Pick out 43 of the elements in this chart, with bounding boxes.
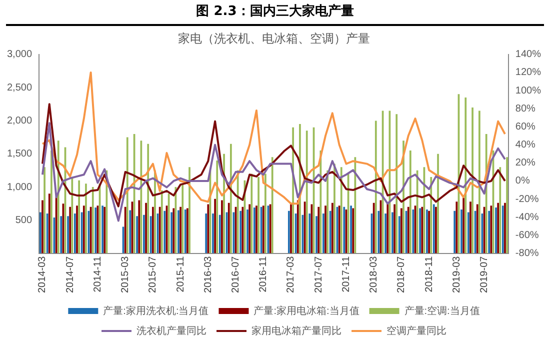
legend-label: 产量:空调:当月值 bbox=[404, 304, 480, 317]
x-tick-label: 2019-07 bbox=[479, 256, 490, 294]
legend-label: 产量:家用洗衣机:当月值 bbox=[103, 304, 209, 317]
chart-subtitle: 家电（洗衣机、电冰箱、空调）产量 bbox=[178, 32, 370, 46]
legend-label: 空调产量同比 bbox=[386, 324, 446, 337]
y-tick-label: 1,500 bbox=[6, 148, 32, 160]
x-tick-label: 2015-07 bbox=[148, 256, 159, 294]
legend-label: 家用电冰箱产量同比 bbox=[252, 324, 342, 337]
y-tick-label: 3,000 bbox=[6, 49, 32, 60]
x-tick-label: 2014-11 bbox=[92, 256, 104, 292]
x-tick-label: 2017-07 bbox=[313, 256, 324, 294]
y-tick-label: 2,500 bbox=[6, 82, 32, 94]
y2-tick-label: 80% bbox=[515, 103, 536, 114]
x-tick-label: 2016-03 bbox=[202, 256, 214, 294]
y2-tick-label: -80% bbox=[515, 248, 539, 260]
legend-label: 洗衣机产量同比 bbox=[136, 324, 206, 337]
chart-title: 图 2.3：国内三大家电产量 bbox=[6, 0, 544, 26]
y-tick-label: 500 bbox=[15, 214, 32, 226]
y-tick-label: 2,000 bbox=[6, 115, 32, 126]
x-tick-label: 2017-03 bbox=[286, 256, 297, 294]
y2-tick-label: 40% bbox=[515, 140, 536, 151]
y2-tick-label: 100% bbox=[515, 85, 542, 96]
y-tick-label: 1,000 bbox=[6, 182, 32, 193]
y2-tick-label: 120% bbox=[515, 67, 542, 78]
x-tick-label: 2015-03 bbox=[120, 256, 132, 294]
x-tick-label: 2018-07 bbox=[396, 256, 408, 294]
legend-label: 产量:家用电冰箱:当月值 bbox=[254, 304, 360, 317]
x-tick-label: 2015-11 bbox=[175, 256, 186, 292]
y2-tick-label: 0% bbox=[515, 176, 530, 187]
y2-tick-label: 140% bbox=[515, 49, 542, 60]
x-tick-label: 2018-03 bbox=[368, 256, 380, 294]
y2-tick-label: -40% bbox=[515, 212, 539, 223]
x-tick-label: 2019-03 bbox=[451, 256, 462, 294]
y2-tick-label: 60% bbox=[515, 121, 536, 132]
x-tick-label: 2014-07 bbox=[64, 256, 76, 294]
x-tick-label: 2016-11 bbox=[258, 256, 270, 292]
x-tick-label: 2018-11 bbox=[424, 256, 435, 292]
x-tick-label: 2017-11 bbox=[340, 256, 352, 292]
x-tick-label: 2014-03 bbox=[37, 256, 48, 294]
y2-tick-label: -60% bbox=[515, 230, 539, 241]
y2-tick-label: -20% bbox=[515, 194, 539, 205]
y2-tick-label: 20% bbox=[515, 158, 536, 169]
x-tick-label: 2016-07 bbox=[230, 256, 242, 294]
